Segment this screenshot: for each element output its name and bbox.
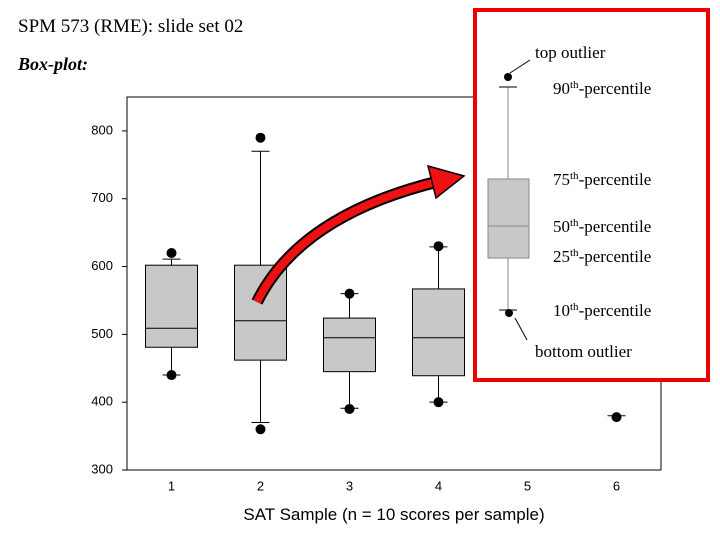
outlier — [166, 370, 177, 381]
outlier — [255, 424, 266, 435]
percentile-number: 10 — [553, 301, 570, 320]
outlier — [166, 247, 177, 258]
x-tick-label: 6 — [613, 478, 620, 493]
percentile-suffix: th — [570, 170, 579, 182]
percentile-suffix: th — [570, 301, 579, 313]
inset: top outlier bottom outlier 90th-percenti… — [473, 8, 710, 382]
percentile-number: 90 — [553, 79, 570, 98]
percentile-number: 50 — [553, 217, 570, 236]
box — [412, 288, 465, 377]
inset-box — [487, 178, 530, 259]
y-tick-label: 700 — [91, 190, 113, 205]
y-tick-label: 600 — [91, 258, 113, 273]
outlier — [433, 397, 444, 408]
inset-outlier — [504, 73, 512, 81]
box — [234, 264, 287, 361]
x-tick-label: 1 — [168, 478, 175, 493]
percentile-suffix: th — [570, 79, 579, 91]
x-tick-label: 3 — [346, 478, 353, 493]
leader-line — [514, 317, 528, 341]
percentile-label: 75th-percentile — [553, 170, 651, 189]
percentile-text: -percentile — [579, 301, 652, 320]
percentile-number: 75 — [553, 170, 570, 189]
plot: SAT Sample (n = 10 scores per sample) 30… — [91, 96, 662, 524]
percentile-label: 10th-percentile — [553, 301, 651, 320]
leader-line — [509, 59, 531, 74]
slide-title: SPM 573 (RME): slide set 02 — [18, 16, 243, 37]
slide-subtitle: Box-plot: — [17, 54, 88, 74]
x-axis-title: SAT Sample (n = 10 scores per sample) — [243, 505, 544, 524]
y-tick-label: 800 — [91, 122, 113, 137]
outlier — [433, 241, 444, 252]
percentile-label: 50th-percentile — [553, 217, 651, 236]
arrow-head — [426, 164, 466, 200]
arrow-shaft — [253, 177, 441, 304]
y-tick-label: 400 — [91, 394, 113, 409]
outlier — [255, 132, 266, 143]
percentile-text: -percentile — [579, 247, 652, 266]
percentile-suffix: th — [570, 217, 579, 229]
y-tick-label: 500 — [91, 326, 113, 341]
percentile-suffix: th — [570, 247, 579, 259]
box — [323, 317, 376, 373]
x-tick-label: 5 — [524, 478, 531, 493]
percentile-label: 25th-percentile — [553, 247, 651, 266]
x-tick-label: 2 — [257, 478, 264, 493]
inset-outlier — [505, 309, 513, 317]
arrow — [251, 164, 466, 305]
y-tick-label: 300 — [91, 461, 113, 476]
inset-label: bottom outlier — [535, 342, 632, 361]
x-tick-label: 4 — [435, 478, 442, 493]
box — [145, 264, 198, 348]
outlier — [344, 403, 355, 414]
outlier — [611, 412, 622, 423]
percentile-label: 90th-percentile — [553, 79, 651, 98]
inset-label: top outlier — [535, 43, 606, 62]
percentile-text: -percentile — [579, 170, 652, 189]
percentile-text: -percentile — [579, 79, 652, 98]
outlier — [344, 288, 355, 299]
percentile-text: -percentile — [579, 217, 652, 236]
percentile-number: 25 — [553, 247, 570, 266]
